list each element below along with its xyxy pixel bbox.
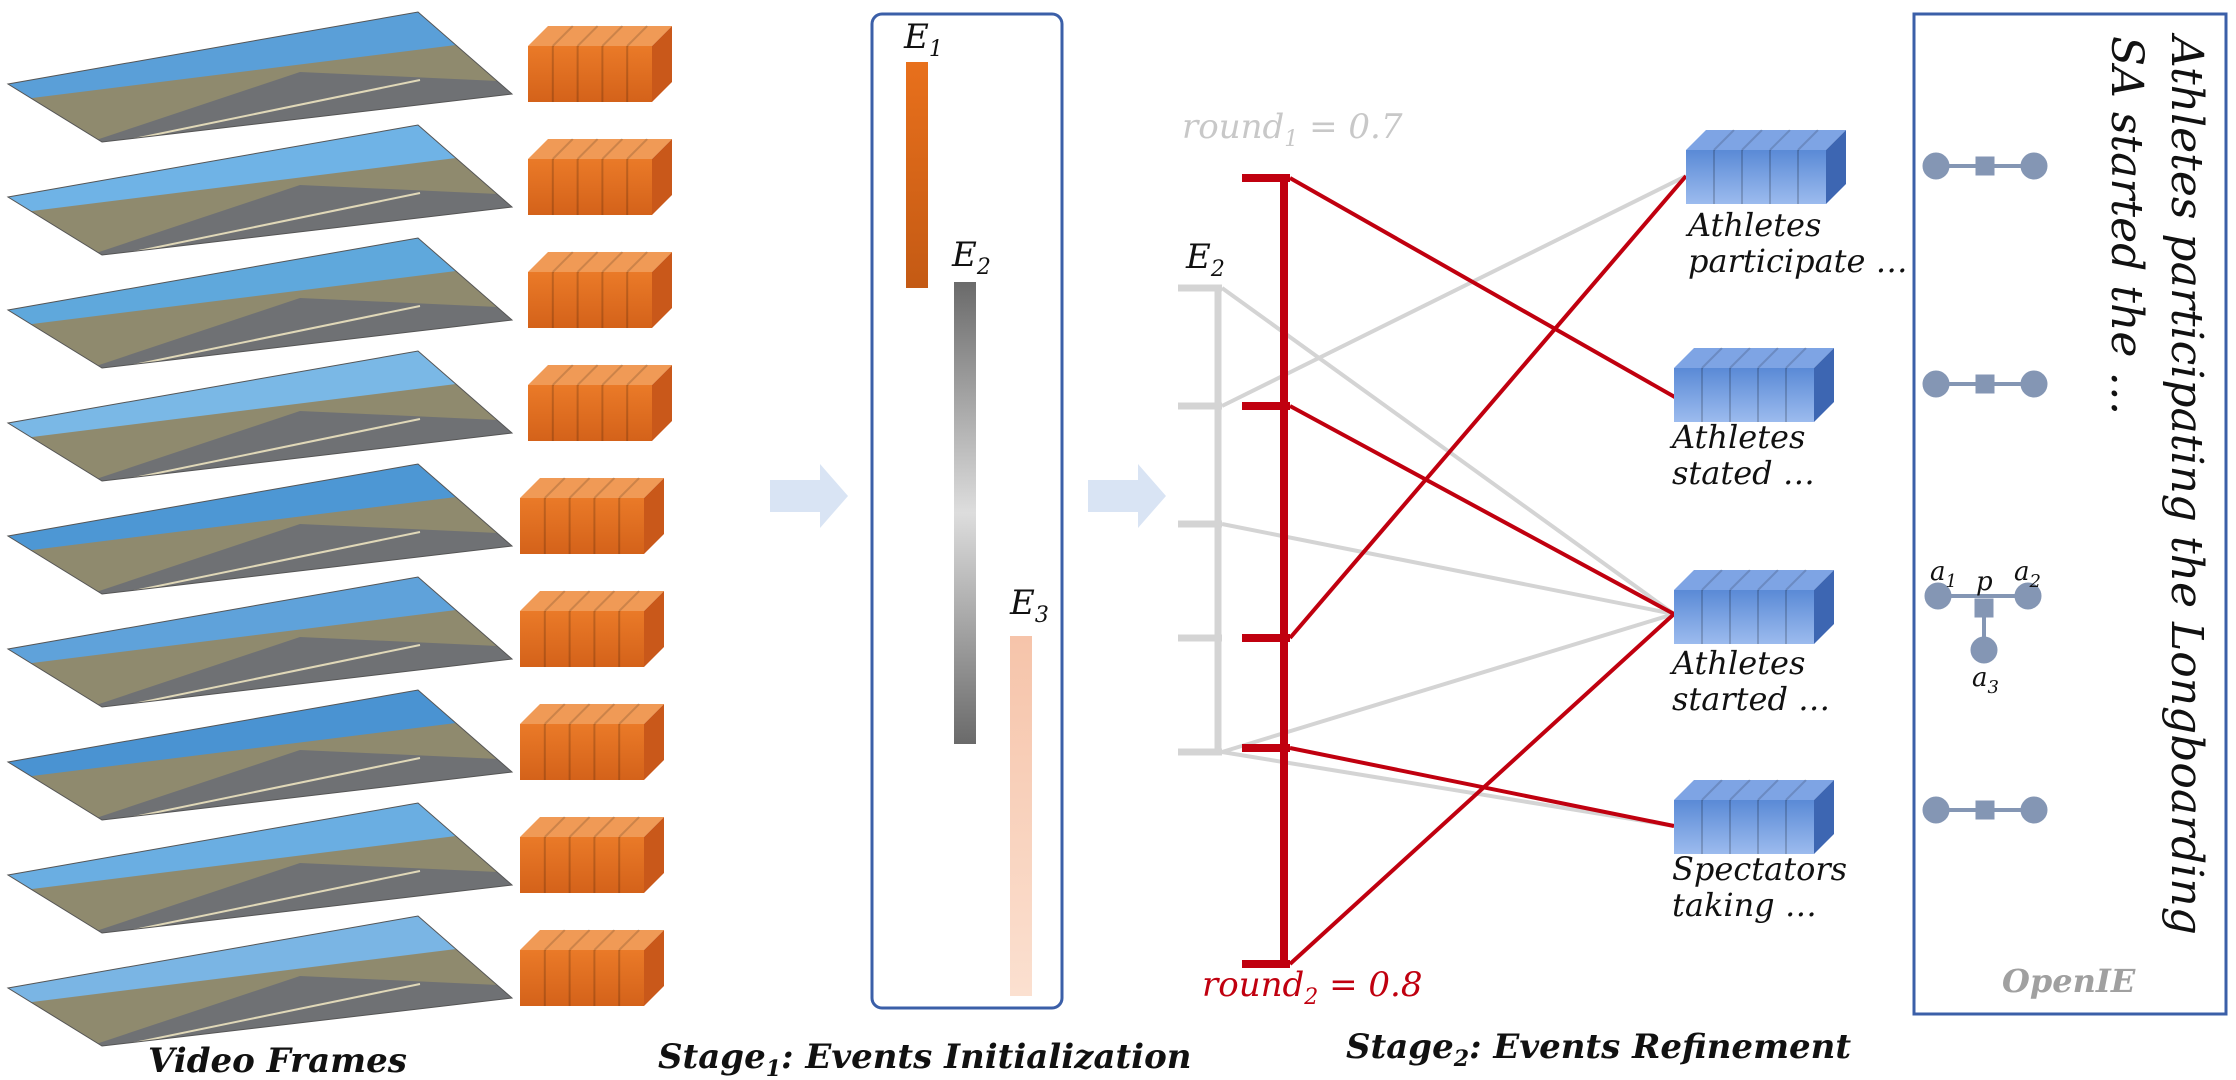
- video-frames-label: Video Frames: [148, 1041, 407, 1080]
- frame-feature-block: [528, 251, 672, 328]
- openie-box: [1912, 12, 2228, 1016]
- video-frame: [6, 350, 514, 482]
- video-frame: [6, 576, 514, 708]
- stage1-box: [870, 12, 1064, 1010]
- round1-label: round1 = 0.7: [1182, 107, 1403, 152]
- sentence-line2: SA started the …: [2101, 36, 2152, 415]
- video-frame: [6, 124, 514, 256]
- relation-graph-triple: [1924, 582, 2042, 664]
- video-frame: [6, 802, 514, 934]
- frame-feature-block: [528, 25, 672, 102]
- round2-bracket: [1242, 174, 1290, 968]
- node-label-p: p: [1976, 567, 1993, 597]
- node-label-a3: a3: [1972, 663, 1999, 698]
- event-feature-blocks: [1674, 129, 1846, 854]
- caption-3: Athletes started …: [1669, 644, 1830, 718]
- arrow-icon: [1088, 464, 1166, 528]
- sentence-line1: Athletes participating the Longboarding: [2161, 32, 2212, 935]
- event-feature-block: [1674, 347, 1834, 422]
- event-feature-block: [1674, 569, 1834, 644]
- event-label-e2: E2: [951, 235, 991, 280]
- relation-graph: [1922, 152, 2048, 180]
- generated-sentence: Athletes participating the Longboarding …: [2101, 32, 2212, 935]
- stage1-label: Stage1: Events Initialization: [658, 1037, 1192, 1080]
- video-frame: [6, 237, 514, 369]
- event-label-e3: E3: [1009, 583, 1049, 628]
- bracket-label-e2: E2: [1185, 237, 1225, 282]
- node-label-a1: a1: [1930, 557, 1957, 592]
- event-captions: Athletes participate … Athletes stated … A…: [1669, 206, 1908, 924]
- frame-feature-block: [520, 703, 664, 780]
- stage2-label: Stage2: Events Refinement: [1346, 1027, 1851, 1072]
- event-feature-block: [1686, 129, 1846, 204]
- event-label-e1: E1: [903, 17, 943, 62]
- arrow-icon: [770, 464, 848, 528]
- video-frame: [6, 689, 514, 821]
- event-bar-e3: [1010, 636, 1032, 996]
- relation-graph: [1922, 796, 2048, 824]
- event-feature-block: [1674, 779, 1834, 854]
- frame-feature-block: [520, 477, 664, 554]
- relation-graph: [1922, 370, 2048, 398]
- video-frame: [6, 915, 514, 1047]
- frame-feature-block: [520, 816, 664, 893]
- caption-4: Spectators taking …: [1672, 850, 1847, 924]
- frame-feature-block: [520, 929, 664, 1006]
- event-bar-e1: [906, 62, 928, 288]
- frame-feature-block: [528, 364, 672, 441]
- round1-bracket: [1178, 284, 1222, 756]
- node-labels: a1 p a2 a3: [1930, 557, 2041, 698]
- caption-1: Athletes participate …: [1685, 206, 1908, 280]
- round2-label: round2 = 0.8: [1202, 965, 1422, 1010]
- frame-feature-blocks: [520, 25, 672, 1006]
- event-bar-e2: [954, 282, 976, 744]
- openie-graphs: [1922, 152, 2048, 824]
- round1-connections: [1220, 174, 1687, 828]
- openie-label: OpenIE: [2002, 962, 2136, 1000]
- caption-2: Athletes stated …: [1669, 418, 1815, 492]
- frame-feature-block: [520, 590, 664, 667]
- video-frame: [6, 463, 514, 595]
- frame-feature-block: [528, 138, 672, 215]
- video-frame: [6, 11, 514, 143]
- node-label-a2: a2: [2014, 557, 2041, 592]
- round2-connections: [1288, 174, 1688, 966]
- video-frames: [6, 11, 514, 1047]
